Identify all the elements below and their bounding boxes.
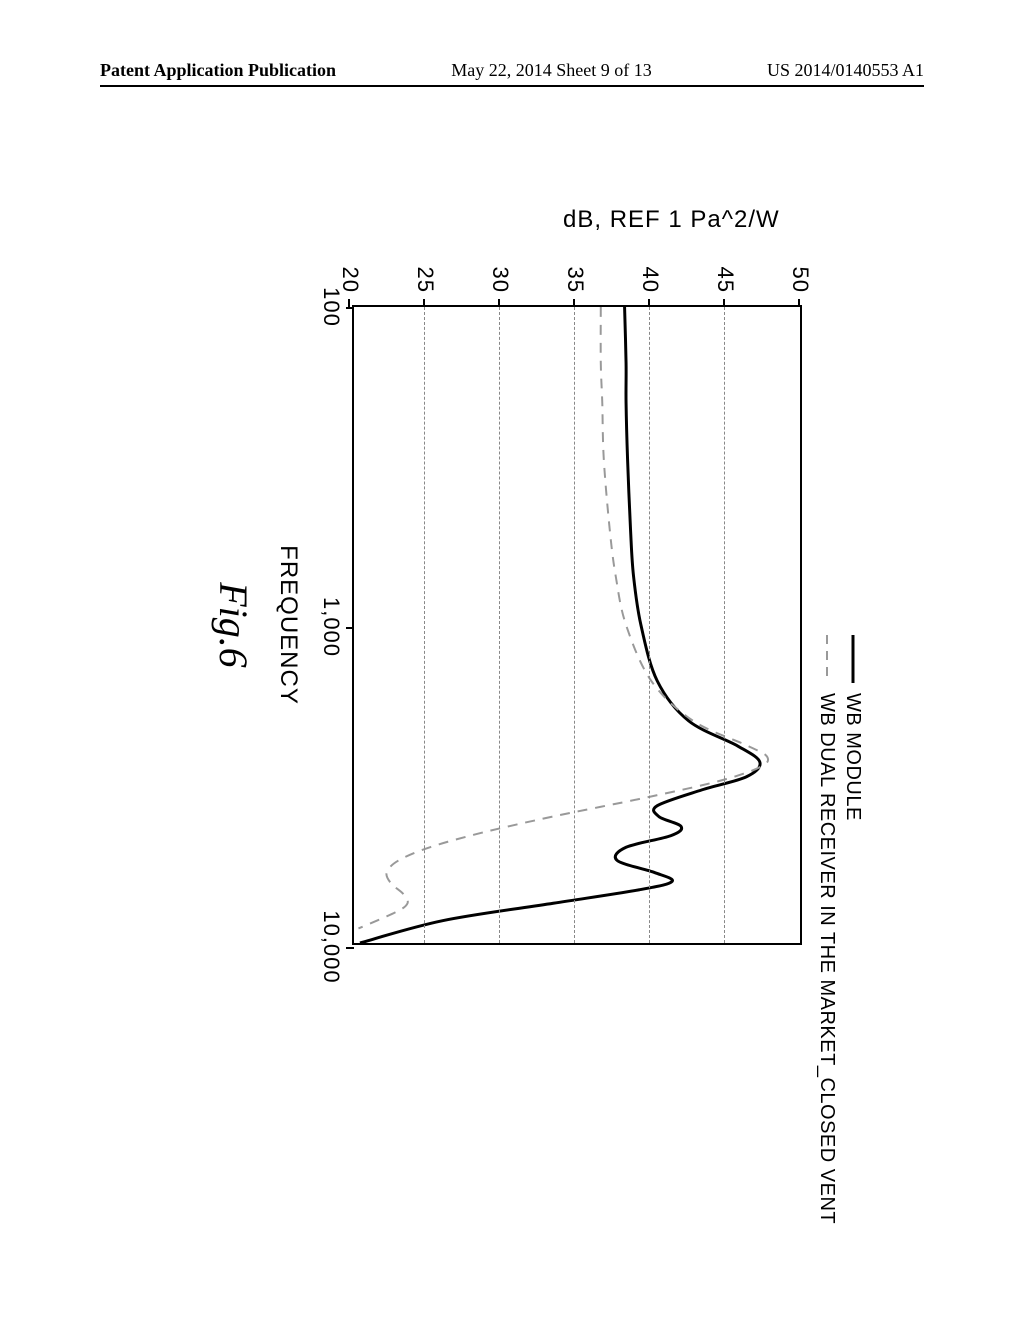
figure-label: Fig.6 <box>210 582 257 668</box>
gridline <box>649 307 650 943</box>
x-axis-label: FREQUENCY <box>274 545 302 705</box>
header-left: Patent Application Publication <box>100 60 336 81</box>
y-axis-label: dB, REF 1 Pa^2/W <box>563 206 780 234</box>
gridline <box>499 307 500 943</box>
chart-legend: WB MODULE WB DUAL RECEIVER IN THE MARKET… <box>814 635 866 1224</box>
header-center: May 22, 2014 Sheet 9 of 13 <box>451 60 651 81</box>
gridline <box>424 307 425 943</box>
y-tick-label: 30 <box>487 267 513 307</box>
page-header: Patent Application Publication May 22, 2… <box>100 60 924 87</box>
chart-frequency-response: WB MODULE WB DUAL RECEIVER IN THE MARKET… <box>162 195 862 1125</box>
x-tick-mark <box>346 947 354 949</box>
x-tick-mark <box>346 307 354 309</box>
y-tick-mark <box>798 299 800 307</box>
legend-item: WB DUAL RECEIVER IN THE MARKET_CLOSED VE… <box>814 635 840 1224</box>
series-line <box>358 307 768 928</box>
plot-svg <box>354 307 800 943</box>
y-tick-label: 25 <box>412 267 438 307</box>
header-right: US 2014/0140553 A1 <box>767 60 924 81</box>
legend-label: WB DUAL RECEIVER IN THE MARKET_CLOSED VE… <box>816 693 839 1224</box>
y-tick-mark <box>723 299 725 307</box>
legend-swatch-dashed <box>824 635 830 683</box>
y-tick-label: 50 <box>787 267 813 307</box>
x-tick-mark <box>346 627 354 629</box>
legend-item: WB MODULE <box>840 635 866 1224</box>
y-tick-label: 35 <box>562 267 588 307</box>
y-tick-mark <box>498 299 500 307</box>
series-line <box>360 307 760 943</box>
gridline <box>724 307 725 943</box>
gridline <box>574 307 575 943</box>
y-tick-mark <box>573 299 575 307</box>
plot-area: 202530354045501001,00010,000 <box>352 305 802 945</box>
y-tick-label: 45 <box>712 267 738 307</box>
legend-swatch-solid <box>850 635 856 683</box>
y-tick-mark <box>648 299 650 307</box>
y-tick-label: 40 <box>637 267 663 307</box>
legend-label: WB MODULE <box>842 693 865 821</box>
y-tick-mark <box>423 299 425 307</box>
